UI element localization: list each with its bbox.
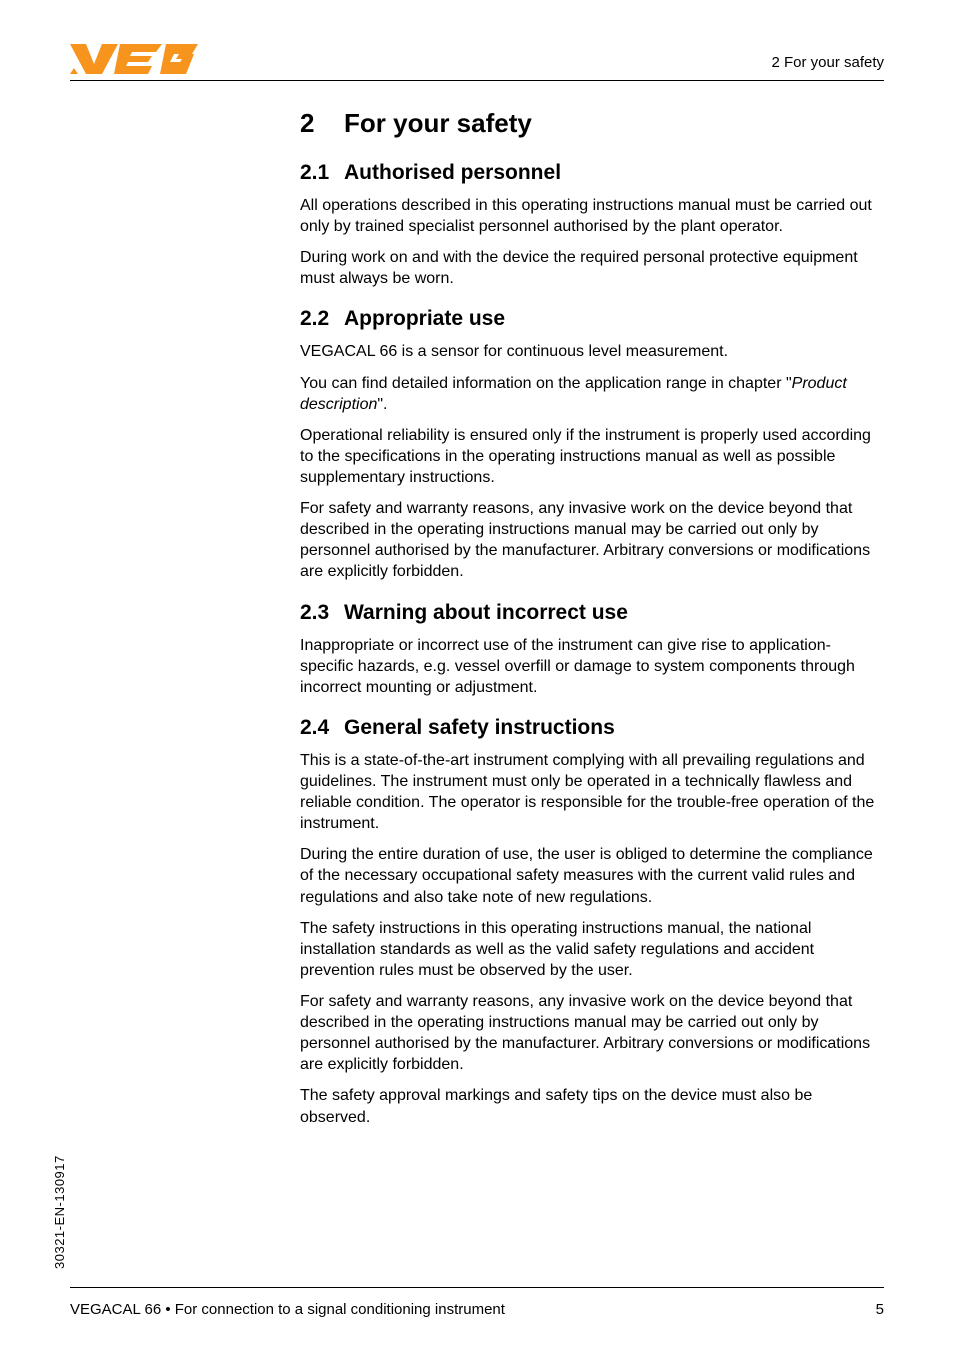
body-text: During the entire duration of use, the u… bbox=[300, 844, 884, 907]
body-text: VEGACAL 66 is a sensor for continuous le… bbox=[300, 341, 884, 362]
body-text: Operational reliability is ensured only … bbox=[300, 425, 884, 488]
header-rule bbox=[70, 80, 884, 81]
section-title: Warning about incorrect use bbox=[344, 601, 628, 624]
body-text: This is a state-of-the-art instrument co… bbox=[300, 750, 884, 834]
chapter-number: 2 bbox=[300, 108, 344, 139]
body-text: The safety instructions in this operatin… bbox=[300, 918, 884, 981]
body-text: For safety and warranty reasons, any inv… bbox=[300, 498, 884, 582]
section-title: General safety instructions bbox=[344, 716, 615, 739]
section-number: 2.3 bbox=[300, 601, 344, 625]
footer-rule bbox=[70, 1287, 884, 1288]
section-number: 2.2 bbox=[300, 307, 344, 331]
body-text: The safety approval markings and safety … bbox=[300, 1085, 884, 1127]
header-section-label: 2 For your safety bbox=[771, 54, 884, 71]
body-text: During work on and with the device the r… bbox=[300, 247, 884, 289]
section-title: Authorised personnel bbox=[344, 161, 561, 184]
footer-title: VEGACAL 66 • For connection to a signal … bbox=[70, 1301, 505, 1318]
body-text: All operations described in this operati… bbox=[300, 195, 884, 237]
section-title: Appropriate use bbox=[344, 307, 505, 330]
vega-logo bbox=[70, 42, 200, 81]
section-number: 2.1 bbox=[300, 161, 344, 185]
page-number: 5 bbox=[876, 1301, 884, 1318]
section-number: 2.4 bbox=[300, 716, 344, 740]
section-heading: 2.4General safety instructions bbox=[300, 716, 884, 740]
body-text: For safety and warranty reasons, any inv… bbox=[300, 991, 884, 1075]
section-heading: 2.2Appropriate use bbox=[300, 307, 884, 331]
document-id-vertical: 30321-EN-130917 bbox=[52, 1155, 67, 1269]
chapter-heading: 2For your safety bbox=[300, 108, 884, 139]
section-heading: 2.3Warning about incorrect use bbox=[300, 601, 884, 625]
body-text: Inappropriate or incorrect use of the in… bbox=[300, 635, 884, 698]
main-content: 2For your safety 2.1Authorised personnel… bbox=[300, 108, 884, 1138]
chapter-title: For your safety bbox=[344, 108, 532, 138]
body-text: You can find detailed information on the… bbox=[300, 373, 884, 415]
section-heading: 2.1Authorised personnel bbox=[300, 161, 884, 185]
